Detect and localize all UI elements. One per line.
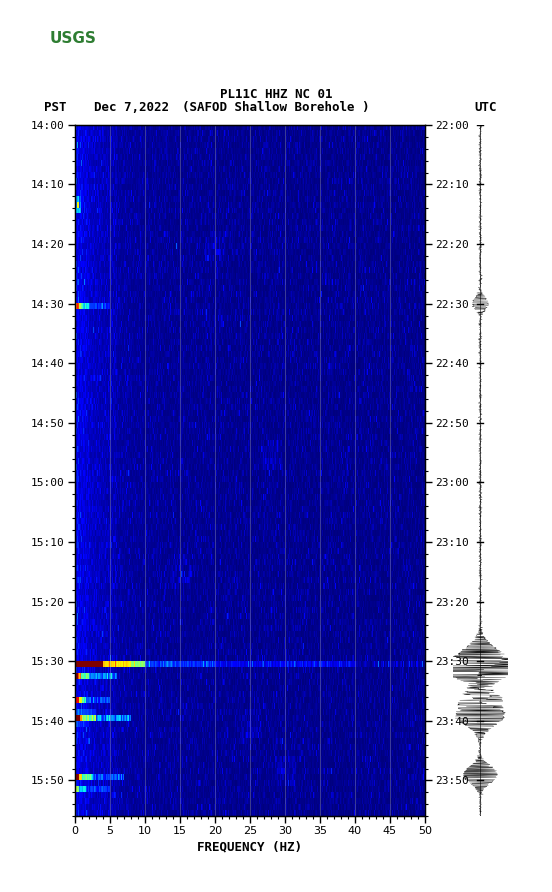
Text: UTC: UTC [475,101,497,114]
Text: PL11C HHZ NC 01: PL11C HHZ NC 01 [220,87,332,101]
Text: (SAFOD Shallow Borehole ): (SAFOD Shallow Borehole ) [182,101,370,114]
X-axis label: FREQUENCY (HZ): FREQUENCY (HZ) [197,840,302,853]
Text: Dec 7,2022: Dec 7,2022 [94,101,169,114]
Polygon shape [14,19,74,45]
Text: USGS: USGS [50,31,97,46]
Text: PST: PST [44,101,67,114]
